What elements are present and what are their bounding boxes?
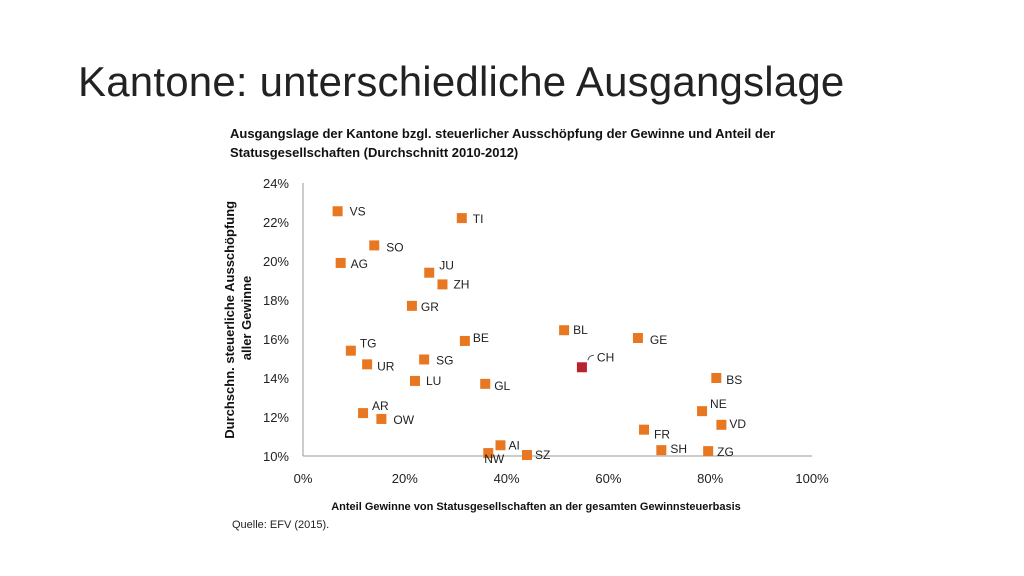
point-label-ag: AG [351,257,368,271]
point-label-sz: SZ [535,448,550,462]
point-label-fr: FR [654,428,670,442]
point-marker-ti [456,213,467,224]
y-tick-label: 12% [263,410,289,425]
x-axis-title: Anteil Gewinne von Statusgesellschaften … [331,501,741,513]
point-label-ti: TI [473,212,484,226]
point-label-lu: LU [426,374,441,388]
y-tick-label: 22% [263,215,289,230]
point-marker-ar [358,408,369,419]
point-label-ge: GE [650,333,667,347]
chart-title: Ausgangslage der Kantone bzgl. steuerlic… [230,126,776,160]
point-label-be: BE [473,331,489,345]
point-marker-tg [345,345,356,356]
y-tick-label: 14% [263,371,289,386]
point-label-ur: UR [377,359,395,373]
point-marker-zg [703,446,714,457]
point-marker-so [369,240,380,251]
point-label-sg: SG [436,353,453,367]
point-marker-vs [332,206,343,217]
point-label-sh: SH [670,442,687,456]
point-marker-vd [716,419,727,430]
point-marker-ai [495,440,506,451]
point-label-ju: JU [439,259,454,273]
point-label-bl: BL [573,323,588,337]
point-label-zh: ZH [453,277,469,291]
point-marker-bs [711,373,722,383]
point-marker-ne [697,406,708,417]
x-tick-label: 40% [494,471,520,486]
x-tick-label: 100% [795,471,829,486]
point-label-zg: ZG [717,445,734,459]
point-label-gl: GL [494,379,510,393]
y-tick-label: 16% [263,332,289,347]
point-marker-lu [409,375,420,386]
point-marker-ge [632,333,643,344]
ch-label-leader [587,354,594,361]
point-label-nw: NW [484,452,505,466]
point-label-bs: BS [726,373,742,387]
point-label-ow: OW [393,413,414,427]
point-marker-ur [362,359,373,370]
y-axis-title-line-2: aller Gewinne [239,276,254,361]
point-marker-bl [559,325,570,336]
point-marker-ag [335,257,346,268]
point-label-ch: CH [597,350,614,364]
source-note: Quelle: EFV (2015). [232,519,330,531]
point-marker-fr [639,424,650,435]
data-points [332,206,727,461]
point-label-tg: TG [360,337,377,351]
point-marker-gl [480,378,491,389]
point-label-ai: AI [508,438,519,452]
x-tick-label: 60% [595,471,621,486]
y-tick-label: 10% [263,449,289,464]
x-tick-label: 0% [294,471,313,486]
y-tick-label: 24% [263,176,289,191]
y-axis-title-line-1: Durchschn. steuerliche Ausschöpfung [222,201,237,439]
y-tick-label: 20% [263,254,289,269]
point-label-ar: AR [372,399,389,413]
point-marker-nw [483,448,494,459]
point-marker-ch [576,362,587,373]
point-label-so: SO [386,240,403,254]
point-label-vd: VD [729,417,746,431]
point-marker-sh [656,445,667,456]
slide-title: Kantone: unterschiedliche Ausgangslage [78,58,845,105]
point-marker-ju [424,267,435,278]
point-label-ne: NE [710,397,727,411]
y-axis-title: Durchschn. steuerliche Ausschöpfung alle… [222,197,254,439]
point-marker-ow [376,413,387,424]
x-axis-ticks: 0% 20% 40% 60% 80% 100% [294,471,829,486]
point-marker-zh [437,279,448,290]
point-label-vs: VS [350,204,366,218]
point-marker-gr [406,300,417,311]
x-tick-label: 20% [392,471,418,486]
point-labels: VS TI SO AG JU ZH GR BL GE BE TG SG UR CH BS LU GL NE AR OW… [350,204,747,466]
axes [302,183,812,457]
point-marker-be [459,335,470,346]
point-marker-sg [419,354,430,365]
y-axis-ticks: 10% 12% 14% 16% 18% 20% 22% 24% [263,176,289,464]
x-tick-label: 80% [697,471,723,486]
y-tick-label: 18% [263,293,289,308]
point-label-gr: GR [421,300,439,314]
point-marker-sz [521,450,532,461]
